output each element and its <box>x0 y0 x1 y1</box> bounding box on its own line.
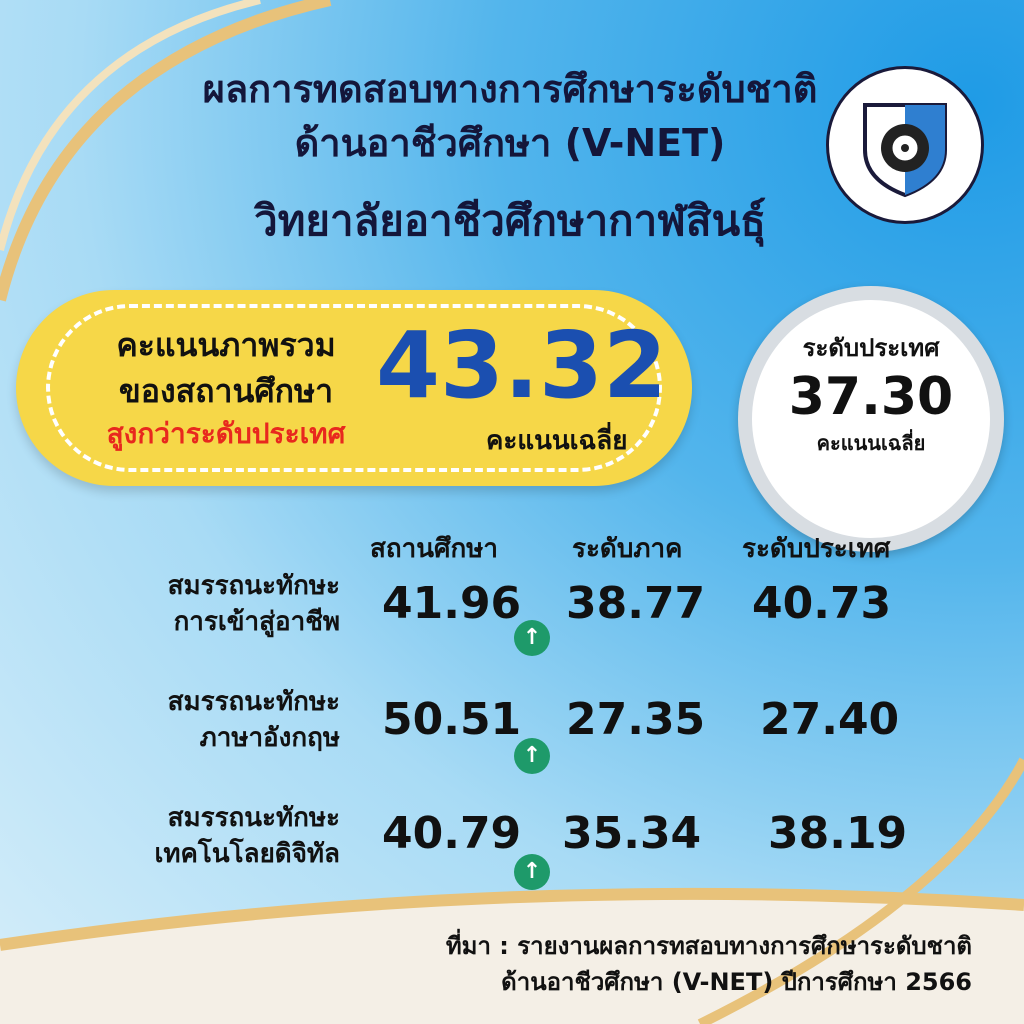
shield-gear-icon <box>863 103 947 198</box>
source-note: ที่มา : รายงานผลการทสอบทางการศึกษาระดับช… <box>446 928 972 1000</box>
gold-swoosh-bottom <box>0 887 1024 951</box>
row-label: สมรรถนะทักษะภาษาอังกฤษ <box>100 684 340 756</box>
national-score-badge: ระดับประเทศ 37.30 คะแนนเฉลี่ย <box>738 286 1004 552</box>
source-line2: ด้านอาชีวศึกษา (V-NET) ปีการศึกษา 2566 <box>501 968 972 996</box>
source-line1: ที่มา : รายงานผลการทสอบทางการศึกษาระดับช… <box>445 932 972 960</box>
college-logo <box>826 66 984 224</box>
region-score: 38.77 <box>566 578 706 629</box>
national-label: ระดับประเทศ <box>802 334 940 362</box>
national-unit: คะแนนเฉลี่ย <box>816 431 926 455</box>
school-score: 41.96 <box>382 578 522 629</box>
title-line2: ด้านอาชีวศึกษา (V-NET) <box>294 121 726 165</box>
nation-score: 27.40 <box>760 694 900 745</box>
overall-note: สูงกว่าระดับประเทศ <box>106 417 346 450</box>
header-nation: ระดับประเทศ <box>742 534 891 564</box>
title-line1: ผลการทดสอบทางการศึกษาระดับชาติ <box>202 67 818 111</box>
gold-swoosh-top <box>0 0 332 302</box>
overall-label-2: ของสถานศึกษา <box>118 372 334 410</box>
arrow-up-icon: ↑ <box>514 854 550 890</box>
region-score: 35.34 <box>562 808 702 859</box>
row-label: สมรรถนะทักษะการเข้าสู่อาชีพ <box>100 568 340 640</box>
gold-swoosh-top-light <box>0 0 261 251</box>
arrow-up-icon: ↑ <box>514 738 550 774</box>
college-name: วิทยาลัยอาชีวศึกษากาฬสินธุ์ <box>254 196 766 245</box>
school-score: 50.51 <box>382 694 522 745</box>
nation-score: 38.19 <box>768 808 908 859</box>
row-label-line2: เทคโนโลยดิจิทัล <box>154 839 340 869</box>
overall-label-1: คะแนนภาพรวม <box>116 326 336 364</box>
nation-score: 40.73 <box>752 578 892 629</box>
row-label-line2: ภาษาอังกฤษ <box>199 723 340 753</box>
row-label-line1: สมรรถนะทักษะ <box>167 571 340 601</box>
arrow-up-icon: ↑ <box>514 620 550 656</box>
header-school: สถานศึกษา <box>370 534 498 564</box>
region-score: 27.35 <box>566 694 706 745</box>
overall-unit: คะแนนเฉลี่ย <box>486 426 628 456</box>
gold-swoosh-right <box>697 757 1024 1024</box>
header-region: ระดับภาค <box>572 534 683 564</box>
school-score: 40.79 <box>382 808 522 859</box>
row-label-line1: สมรรถนะทักษะ <box>167 687 340 717</box>
row-label: สมรรถนะทักษะเทคโนโลยดิจิทัล <box>100 800 340 872</box>
overall-score-card: คะแนนภาพรวม ของสถานศึกษา สูงกว่าระดับประ… <box>16 290 692 486</box>
overall-score: 43.32 <box>376 312 668 419</box>
national-score: 37.30 <box>788 367 954 427</box>
row-label-line2: การเข้าสู่อาชีพ <box>173 607 340 637</box>
row-label-line1: สมรรถนะทักษะ <box>167 803 340 833</box>
